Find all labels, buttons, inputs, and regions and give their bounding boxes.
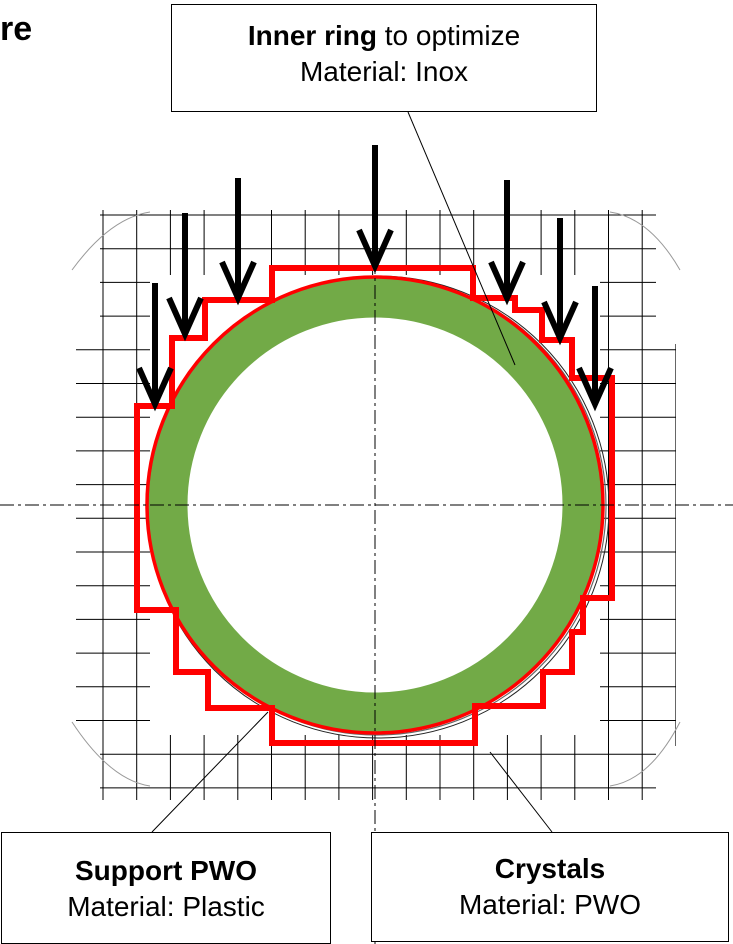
pressure-arrow-head bbox=[166, 296, 204, 342]
inner-ring-material: Material: Inox bbox=[299, 56, 469, 88]
corner-arc-bottom-right bbox=[609, 721, 681, 787]
leader-support bbox=[151, 711, 269, 833]
pressure-arrow-head bbox=[541, 300, 579, 346]
pressure-arrow bbox=[136, 283, 174, 412]
support-pwo-label: Support PWO bbox=[75, 855, 257, 886]
pressure-arrows bbox=[136, 145, 614, 412]
pressure-arrow bbox=[356, 145, 394, 274]
inner-ring-suffix: to optimize bbox=[376, 20, 521, 51]
callout-crystals: Crystals Material: PWO bbox=[371, 832, 729, 942]
pressure-arrow-head bbox=[219, 260, 257, 306]
inner-ring-label: Inner ring bbox=[247, 20, 377, 51]
corner-arc-bottom-left bbox=[71, 721, 151, 787]
pressure-arrow-head bbox=[136, 366, 174, 412]
crystals-material: Material: PWO bbox=[458, 889, 642, 921]
pressure-arrow-head bbox=[576, 366, 614, 412]
pressure-arrow bbox=[576, 286, 614, 412]
support-pwo-material: Material: Plastic bbox=[67, 891, 265, 923]
leader-inner-ring bbox=[407, 111, 516, 366]
pressure-arrow-head bbox=[488, 260, 526, 306]
corner-arc-top-left bbox=[71, 211, 151, 271]
support-pwo-outline bbox=[134, 265, 615, 746]
leader-crystals bbox=[489, 751, 553, 833]
pressure-arrow bbox=[488, 180, 526, 306]
callout-support-pwo: Support PWO Material: Plastic bbox=[1, 832, 331, 944]
title-fragment: re bbox=[0, 10, 33, 48]
pressure-arrow bbox=[541, 218, 579, 346]
pressure-arrow bbox=[166, 213, 204, 342]
pressure-arrow bbox=[219, 178, 257, 306]
callout-inner-ring: Inner ring to optimize Material: Inox bbox=[171, 4, 597, 112]
corner-arc-top-right bbox=[609, 211, 681, 271]
crystals-label: Crystals bbox=[494, 853, 606, 884]
pressure-arrow-head bbox=[356, 228, 394, 274]
